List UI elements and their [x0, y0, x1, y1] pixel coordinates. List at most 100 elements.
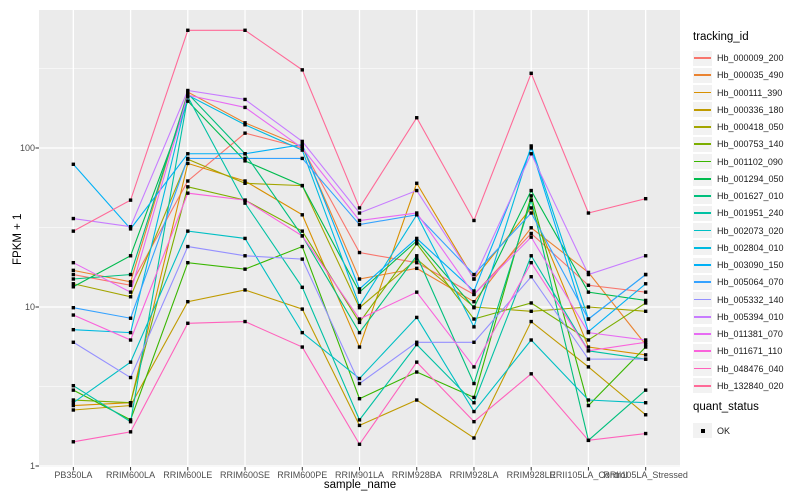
data-point	[243, 156, 247, 161]
data-point	[128, 198, 133, 202]
quant-status-legend-title: quant_status	[693, 401, 759, 413]
data-point	[71, 268, 76, 273]
data-point	[128, 375, 133, 380]
data-point	[586, 283, 591, 287]
data-point	[529, 146, 533, 150]
data-point	[586, 365, 591, 369]
quant-ok-key	[693, 423, 712, 438]
data-point	[186, 191, 190, 195]
data-point	[586, 349, 591, 353]
data-point	[71, 388, 76, 392]
data-point	[529, 194, 533, 198]
data-point	[186, 321, 190, 325]
data-point	[243, 181, 247, 185]
data-point	[128, 401, 133, 405]
data-point	[71, 282, 76, 286]
data-point	[300, 285, 304, 290]
data-point	[529, 211, 533, 215]
data-point	[186, 260, 190, 265]
data-point	[415, 242, 419, 246]
data-point	[586, 270, 591, 275]
data-point	[243, 105, 247, 110]
legend-key-line	[694, 195, 711, 197]
data-point	[243, 152, 247, 156]
data-point	[643, 309, 648, 313]
data-point	[643, 353, 648, 357]
legend-key-line	[694, 315, 711, 318]
data-point	[243, 97, 247, 102]
data-point	[128, 254, 133, 258]
data-point	[128, 360, 133, 364]
data-point	[357, 442, 362, 446]
legend-label: Hb_011381_070	[717, 329, 783, 339]
legend-key-line	[694, 333, 711, 335]
legend-label: Hb_001951_240	[717, 208, 784, 219]
data-point	[643, 298, 648, 303]
data-point	[357, 250, 362, 255]
legend-key	[693, 274, 712, 290]
legend-label: Hb_000753_140	[717, 139, 784, 150]
data-point	[415, 290, 419, 294]
data-point	[415, 211, 419, 215]
data-point	[586, 403, 591, 408]
data-point	[357, 218, 362, 223]
data-point	[186, 28, 190, 32]
data-point	[128, 316, 133, 320]
data-point	[300, 146, 304, 150]
data-point	[415, 257, 419, 261]
data-point	[529, 309, 533, 313]
data-point	[472, 289, 476, 293]
data-point	[415, 260, 419, 265]
data-point	[71, 340, 76, 344]
data-point	[529, 319, 533, 324]
legend-key-line	[694, 367, 711, 370]
data-point	[415, 340, 419, 344]
data-point	[71, 440, 76, 444]
data-point	[300, 68, 304, 72]
legend-key	[693, 171, 712, 187]
legend-item-Hb_001627_010: Hb_001627_010	[693, 188, 784, 205]
data-point	[529, 301, 533, 305]
data-point	[643, 196, 648, 201]
data-point	[243, 236, 247, 241]
legend-key	[693, 292, 712, 307]
legend-key-line	[694, 229, 711, 232]
data-point	[128, 430, 133, 434]
data-point	[357, 320, 362, 325]
data-point	[357, 287, 362, 291]
data-point	[586, 357, 591, 361]
data-point	[643, 401, 648, 405]
data-point	[128, 418, 133, 422]
data-point	[415, 360, 419, 364]
data-point	[186, 179, 190, 183]
data-point	[415, 315, 419, 320]
legend-key	[693, 188, 712, 204]
data-point	[243, 28, 247, 32]
legend-key	[693, 223, 712, 238]
data-point	[643, 290, 648, 294]
legend-key-line	[694, 212, 711, 215]
legend-key-line	[694, 350, 711, 353]
data-point	[472, 436, 476, 440]
legend-label: Hb_048476_040	[717, 363, 784, 374]
data-point	[643, 340, 648, 344]
data-point	[643, 301, 648, 305]
data-point	[357, 303, 362, 308]
data-point	[415, 254, 419, 258]
legend-key	[693, 136, 712, 152]
data-point	[472, 299, 476, 304]
data-point	[586, 305, 591, 309]
legend-item-Hb_001951_240: Hb_001951_240	[693, 205, 784, 222]
data-point	[186, 244, 190, 249]
legend-label: Hb_132840_020	[717, 380, 784, 391]
data-point	[300, 183, 304, 188]
data-point	[643, 254, 648, 258]
legend-key-line	[694, 160, 711, 163]
legend-key-line	[694, 384, 711, 387]
legend-label: Hb_005394_010	[717, 311, 784, 322]
legend-key	[693, 309, 712, 325]
data-point	[300, 257, 304, 261]
legend-key-line	[694, 74, 711, 77]
data-point	[472, 272, 476, 277]
data-point	[643, 345, 648, 349]
